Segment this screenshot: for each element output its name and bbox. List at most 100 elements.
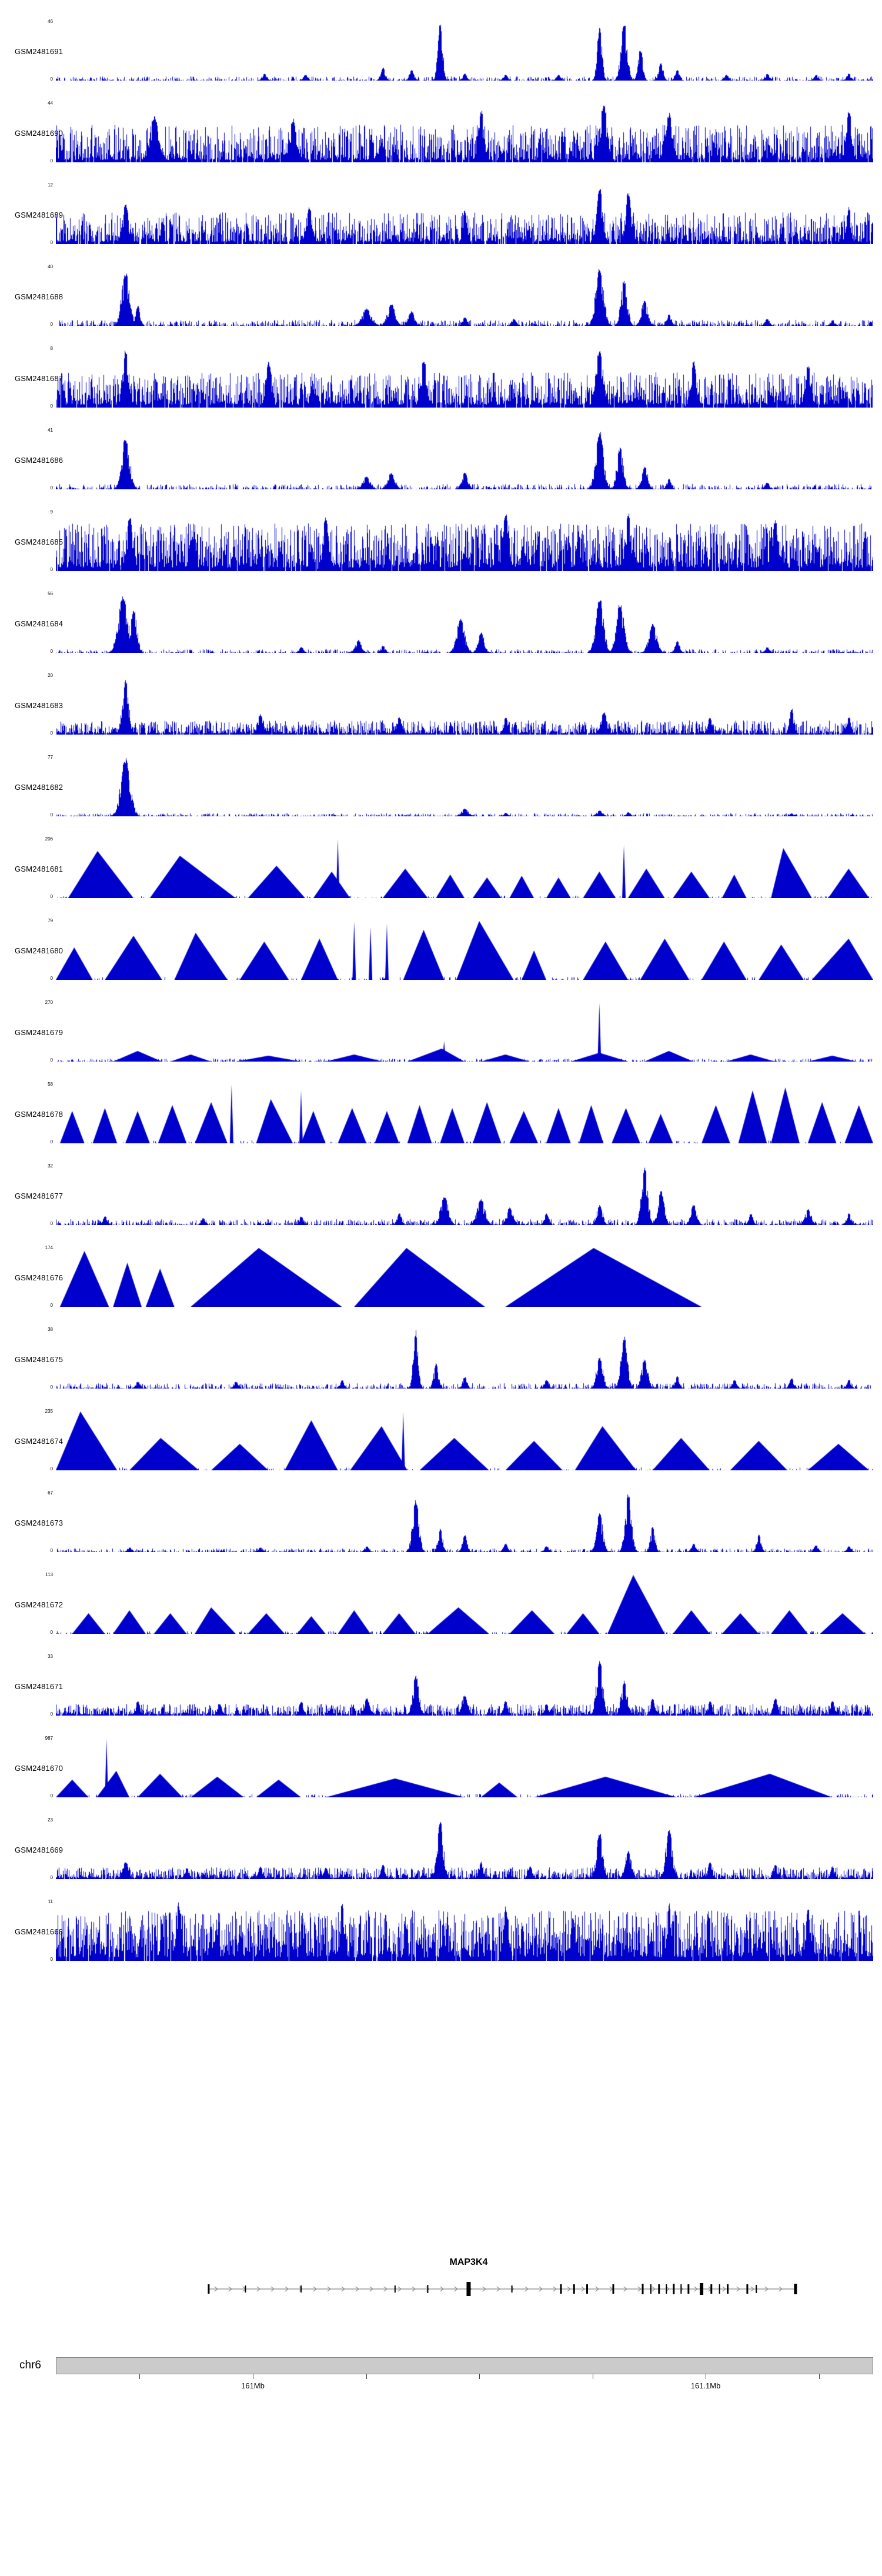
track-label: GSM2481690 xyxy=(15,128,64,138)
track-label: GSM2481681 xyxy=(15,864,64,873)
track-plot xyxy=(56,676,873,735)
track-plot xyxy=(56,594,873,653)
strand-arrow-icon xyxy=(524,2286,529,2292)
track-label: GSM2481691 xyxy=(15,46,64,56)
axis-max-label: 9 xyxy=(50,509,53,515)
strand-arrow-icon xyxy=(553,2286,557,2292)
axis-zero-label: 0 xyxy=(50,894,53,899)
signal-canvas xyxy=(56,1739,873,1797)
track-label: GSM2481674 xyxy=(15,1436,64,1446)
track-label: GSM2481687 xyxy=(15,373,64,383)
track-row-GSM2481679: GSM2481679 270 0 xyxy=(0,981,882,1063)
axis-zero-label: 0 xyxy=(50,976,53,981)
exon xyxy=(650,2284,652,2294)
track-row-GSM2481670: GSM2481670 987 0 xyxy=(0,1717,882,1798)
signal-canvas xyxy=(56,839,873,898)
ruler-tick xyxy=(818,2374,820,2379)
track-row-GSM2481691: GSM2481691 46 0 xyxy=(0,0,882,82)
track-row-GSM2481673: GSM2481673 67 0 xyxy=(0,1471,882,1553)
track-row-GSM2481678: GSM2481678 58 0 xyxy=(0,1063,882,1144)
track-plot xyxy=(56,758,873,816)
axis-max-label: 20 xyxy=(48,673,53,678)
axis-max-label: 79 xyxy=(48,918,53,923)
track-row-GSM2481669: GSM2481669 23 0 xyxy=(0,1798,882,1880)
strand-arrow-icon xyxy=(285,2286,289,2292)
strand-arrow-icon xyxy=(652,2286,656,2292)
track-label: GSM2481670 xyxy=(15,1763,64,1773)
exon xyxy=(687,2284,690,2294)
strand-arrow-icon xyxy=(637,2286,642,2292)
track-row-GSM2481677: GSM2481677 32 0 xyxy=(0,1144,882,1226)
track-label: GSM2481683 xyxy=(15,700,64,710)
track-plot xyxy=(56,267,873,326)
track-label: GSM2481673 xyxy=(15,1518,64,1527)
strand-arrow-icon xyxy=(750,2286,755,2292)
track-plot xyxy=(56,185,873,244)
track-label: GSM2481676 xyxy=(15,1273,64,1282)
strand-arrow-icon xyxy=(228,2286,233,2292)
track-row-GSM2481682: GSM2481682 77 0 xyxy=(0,736,882,817)
axis-zero-label: 0 xyxy=(50,1303,53,1308)
track-plot xyxy=(56,1003,873,1062)
strand-arrow-icon xyxy=(779,2286,783,2292)
signal-canvas xyxy=(56,921,873,980)
exon xyxy=(719,2284,720,2294)
axis-zero-label: 0 xyxy=(50,1057,53,1063)
chromosome-label: chr6 xyxy=(19,2359,41,2371)
axis-zero-label: 0 xyxy=(50,240,53,245)
gene-model-section: MAP3K4 xyxy=(0,2235,882,2329)
exon xyxy=(700,2283,704,2295)
strand-arrow-icon xyxy=(270,2286,275,2292)
ruler-tick xyxy=(139,2374,141,2379)
signal-canvas xyxy=(56,349,873,408)
track-row-GSM2481688: GSM2481688 40 0 xyxy=(0,245,882,327)
track-label: GSM2481672 xyxy=(15,1600,64,1609)
axis-zero-label: 0 xyxy=(50,1957,53,1962)
gene-model xyxy=(208,2282,797,2296)
axis-max-label: 41 xyxy=(48,428,53,433)
axis-max-label: 8 xyxy=(50,346,53,351)
axis-max-label: 58 xyxy=(48,1082,53,1087)
exon xyxy=(245,2285,246,2293)
axis-max-label: 11 xyxy=(48,1899,53,1904)
signal-canvas xyxy=(56,1493,873,1552)
track-row-GSM2481684: GSM2481684 56 0 xyxy=(0,572,882,654)
track-plot xyxy=(56,1166,873,1225)
exon xyxy=(746,2284,749,2294)
signal-tracks: GSM2481691 46 0 GSM2481690 44 0 GSM2481689 12 0 G… xyxy=(0,0,882,1962)
exon xyxy=(680,2284,682,2294)
track-plot xyxy=(56,1412,873,1470)
axis-zero-label: 0 xyxy=(50,1139,53,1144)
track-row-GSM2481674: GSM2481674 235 0 xyxy=(0,1390,882,1471)
exon xyxy=(560,2284,562,2294)
axis-zero-label: 0 xyxy=(50,1221,53,1226)
exon xyxy=(710,2284,713,2294)
track-plot xyxy=(56,22,873,81)
signal-canvas xyxy=(56,594,873,653)
track-label: GSM2481682 xyxy=(15,782,64,792)
track-row-GSM2481668: GSM2481668 11 0 xyxy=(0,1880,882,1962)
strand-arrow-icon xyxy=(313,2286,318,2292)
strand-arrow-icon xyxy=(214,2286,219,2292)
axis-max-label: 44 xyxy=(48,101,53,106)
track-label: GSM2481678 xyxy=(15,1109,64,1119)
track-label: GSM2481685 xyxy=(15,537,64,546)
track-row-GSM2481681: GSM2481681 206 0 xyxy=(0,817,882,899)
strand-arrow-icon xyxy=(764,2286,769,2292)
axis-zero-label: 0 xyxy=(50,567,53,572)
signal-canvas xyxy=(56,758,873,816)
track-plot xyxy=(56,921,873,980)
signal-canvas xyxy=(56,1330,873,1389)
strand-arrow-icon xyxy=(595,2286,600,2292)
track-plot xyxy=(56,1085,873,1143)
strand-arrow-icon xyxy=(383,2286,388,2292)
exon xyxy=(642,2284,644,2294)
exon xyxy=(573,2284,575,2294)
strand-arrow-icon xyxy=(581,2286,586,2292)
axis-max-label: 270 xyxy=(45,1000,53,1005)
strand-arrow-icon xyxy=(412,2286,416,2292)
exon xyxy=(612,2284,614,2294)
exon xyxy=(727,2284,729,2294)
track-row-GSM2481689: GSM2481689 12 0 xyxy=(0,163,882,245)
track-plot xyxy=(56,1820,873,1879)
